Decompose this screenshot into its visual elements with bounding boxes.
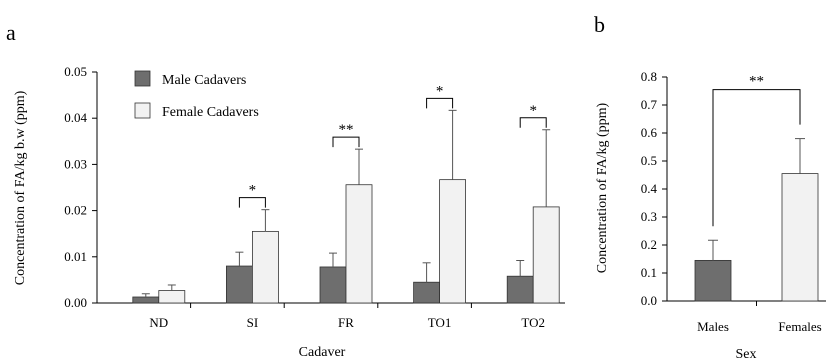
panel-a-bar [413, 281, 441, 304]
panel-a-significance-bracket [238, 197, 266, 208]
panel-b-x-tick-label: Males [697, 319, 729, 334]
panel-a-significance-bracket [426, 97, 454, 109]
panel-b-y-tick-label: 0.6 [641, 125, 658, 140]
panel-a-significance-label: ** [339, 122, 354, 138]
panel-a-y-tick-label: 0.01 [64, 249, 87, 264]
panel-b-significance-label: ** [749, 74, 764, 90]
panel-a-y-tick-label: 0.04 [64, 110, 87, 125]
panel-a-significance-label: * [249, 183, 257, 199]
panel-a-bar [345, 184, 373, 304]
legend-label-female: Female Cadavers [162, 105, 259, 120]
panel-b-x-axis-title: Sex [736, 347, 757, 362]
panel-b-bar [694, 259, 732, 302]
panel-a-bar [319, 266, 347, 304]
legend-swatch-female [134, 102, 151, 119]
panel-a-bar [158, 290, 186, 304]
panel-a-x-tick-label: FR [338, 315, 354, 330]
panel-b-bar [781, 173, 819, 302]
panel-a-y-axis-title: Concentration of FA/kg b.w (ppm) [13, 90, 28, 285]
panel-a-significance-bracket [519, 117, 547, 128]
panel-b-label: b [594, 12, 605, 37]
panel-a-bar [251, 230, 279, 304]
panel-a-bar [225, 265, 253, 304]
panel-b-y-tick-label: 0.1 [641, 265, 657, 280]
panel-a-bar [439, 179, 467, 304]
panel-b-y-axis-title: Concentration of FA/kg (ppm) [595, 102, 610, 273]
panel-a-x-tick-label: SI [247, 315, 259, 330]
panel-b-y-tick-label: 0.7 [641, 97, 658, 112]
panel-a-label: a [6, 20, 16, 45]
panel-a-bar [132, 296, 160, 304]
panel-a-significance-label: * [436, 83, 444, 99]
panel-b-y-tick-label: 0.0 [641, 293, 657, 308]
panel-a-significance-label: * [529, 103, 537, 119]
panel-b-y-tick-label: 0.8 [641, 69, 657, 84]
panel-b-x-tick-label: Females [778, 319, 821, 334]
panel-a-y-tick-label: 0.05 [64, 64, 87, 79]
panel-a-x-tick-label: TO1 [428, 315, 452, 330]
panel-b-significance-bracket [712, 89, 801, 227]
panel-a-y-tick-label: 0.03 [64, 156, 87, 171]
panel-b-y-tick-label: 0.2 [641, 237, 657, 252]
panel-a-significance-bracket [332, 136, 360, 148]
panel-b-y-tick-label: 0.3 [641, 209, 657, 224]
panel-a-bar [532, 206, 560, 304]
panel-a-bar [506, 275, 534, 304]
panel-a-y-tick-label: 0.02 [64, 203, 87, 218]
panel-b-y-tick-label: 0.5 [641, 153, 657, 168]
panel-a-y-tick-label: 0.00 [64, 295, 87, 310]
legend-swatch-male [134, 70, 151, 87]
panel-a-x-tick-label: ND [149, 315, 168, 330]
panel-a-x-axis-title: Cadaver [299, 345, 346, 360]
panel-a-x-tick-label: TO2 [521, 315, 545, 330]
legend-label-male: Male Cadavers [162, 73, 246, 88]
panel-b-y-tick-label: 0.4 [641, 181, 658, 196]
